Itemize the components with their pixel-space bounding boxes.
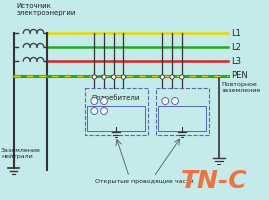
Circle shape — [91, 98, 98, 104]
Circle shape — [160, 75, 165, 79]
Circle shape — [92, 75, 97, 79]
Bar — [155, 88, 209, 135]
Circle shape — [101, 108, 107, 114]
Text: PEN: PEN — [231, 72, 248, 80]
Circle shape — [121, 75, 126, 79]
Circle shape — [180, 75, 184, 79]
Text: L3: L3 — [231, 56, 241, 66]
Text: Открытые проводящие части: Открытые проводящие части — [95, 180, 193, 184]
Text: L2: L2 — [231, 43, 241, 51]
Circle shape — [162, 98, 169, 104]
Circle shape — [112, 75, 116, 79]
Circle shape — [91, 108, 98, 114]
Circle shape — [102, 75, 106, 79]
Circle shape — [101, 98, 107, 104]
Text: L1: L1 — [231, 28, 241, 38]
Text: Источник
электроэнергии: Источник электроэнергии — [16, 3, 76, 17]
Bar — [84, 88, 148, 135]
Circle shape — [170, 75, 174, 79]
Bar — [158, 106, 206, 131]
Circle shape — [172, 98, 178, 104]
Text: Потребители: Потребители — [91, 94, 140, 101]
Bar — [87, 106, 145, 131]
Text: Повторное
заземление: Повторное заземление — [222, 82, 261, 93]
Text: TN-C: TN-C — [180, 169, 247, 193]
Text: Заземление
нейтрали: Заземление нейтрали — [1, 148, 41, 159]
